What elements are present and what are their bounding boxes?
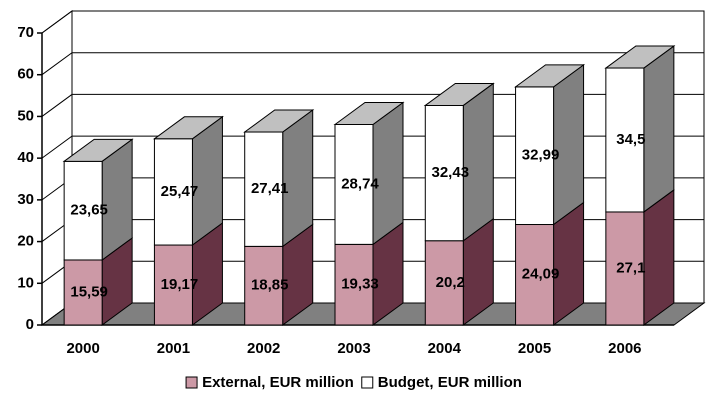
x-tick-label: 2000 [66,340,99,357]
bar [334,123,374,245]
bar-side [462,82,494,242]
y-tick-label: 60 [17,66,34,83]
data-label: 25,47 [161,183,199,200]
y-tick-label: 40 [17,149,34,166]
legend-swatch [185,376,198,389]
data-label: 19,17 [161,276,199,293]
bar [424,240,464,326]
data-label: 34,5 [616,131,645,148]
x-tick-label: 2006 [608,340,641,357]
x-tick-label: 2001 [157,340,190,357]
bar [63,160,103,261]
data-label: 24,09 [522,266,560,283]
data-label: 28,74 [341,175,379,192]
bar [153,138,193,246]
bar [424,104,464,242]
data-label: 19,33 [341,276,379,293]
data-label: 27,1 [616,259,645,276]
data-label: 23,65 [70,202,108,219]
y-tick-label: 70 [17,24,34,41]
data-label: 27,41 [251,180,289,197]
grid-line [41,52,704,76]
legend-swatch [361,376,374,389]
y-tick-label: 0 [26,316,34,333]
data-label: 15,59 [70,283,108,300]
grid-line [41,10,704,34]
bar-top [62,138,134,162]
bar-side [372,101,404,246]
bar-side [643,188,675,326]
x-tick-label: 2003 [337,340,370,357]
x-tick-label: 2004 [428,340,462,357]
bar-top [604,45,676,69]
y-tick-label: 30 [17,191,34,208]
legend-label: External, EUR million [202,374,354,391]
bar-top [243,109,315,133]
data-label: 18,85 [251,277,289,294]
x-tick-label: 2005 [518,340,551,357]
legend-label: Budget, EUR million [378,374,522,391]
data-label: 32,43 [432,164,470,181]
bar [605,211,645,326]
x-tick-label: 2002 [247,340,280,357]
y-tick-label: 20 [17,233,34,250]
data-label: 32,99 [522,147,560,164]
bar [63,259,103,326]
y-tick-label: 10 [17,274,34,291]
bar-top [514,64,586,88]
bar-top [423,82,495,106]
bar [244,245,284,326]
bar-side [643,45,675,213]
data-label: 20,2 [436,274,465,291]
bar-top [152,116,224,140]
bar [153,244,193,326]
y-tick-label: 50 [17,107,34,124]
bar-side [553,63,585,226]
bar [244,131,284,247]
bar-top [333,101,405,125]
bar [334,243,374,326]
bar-side [282,109,314,248]
